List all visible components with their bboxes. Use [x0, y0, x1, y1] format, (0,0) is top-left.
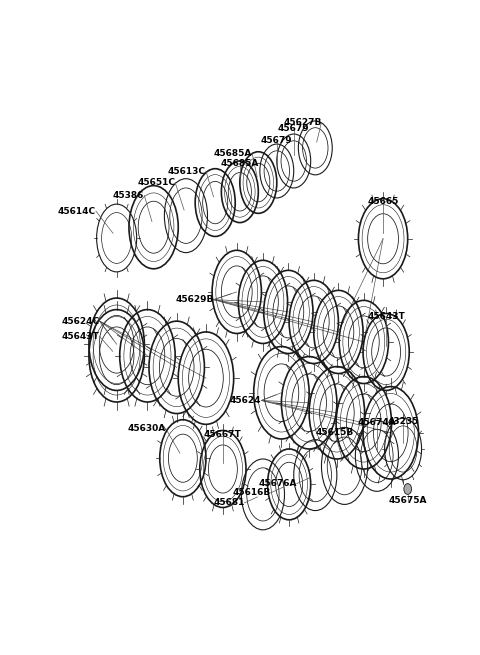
Text: 45679: 45679	[278, 124, 310, 133]
Text: 43235: 43235	[387, 417, 419, 426]
Text: 45679: 45679	[261, 136, 293, 145]
Text: 45615B: 45615B	[315, 428, 354, 436]
Text: 45651C: 45651C	[137, 178, 175, 187]
Text: 45643T: 45643T	[367, 312, 405, 321]
Text: 45624C: 45624C	[61, 316, 100, 326]
Text: 45667T: 45667T	[204, 430, 242, 439]
Text: 45629B: 45629B	[175, 295, 214, 304]
Text: 45616B: 45616B	[232, 489, 271, 497]
Text: 45624: 45624	[230, 396, 262, 405]
Text: 45675A: 45675A	[388, 496, 427, 505]
Text: 45681: 45681	[213, 498, 244, 508]
Ellipse shape	[404, 483, 411, 495]
Text: 45685A: 45685A	[214, 149, 252, 158]
Text: 45614C: 45614C	[58, 206, 96, 215]
Text: 45685A: 45685A	[221, 159, 259, 168]
Text: 45613C: 45613C	[168, 166, 206, 176]
Text: 45665: 45665	[367, 197, 399, 206]
Text: 45674A: 45674A	[358, 419, 396, 427]
Text: 45627B: 45627B	[283, 118, 322, 127]
Text: 45676A: 45676A	[258, 479, 297, 488]
Text: 45643T: 45643T	[62, 332, 100, 341]
Text: 45386: 45386	[113, 191, 144, 200]
Text: 45630A: 45630A	[128, 424, 166, 434]
